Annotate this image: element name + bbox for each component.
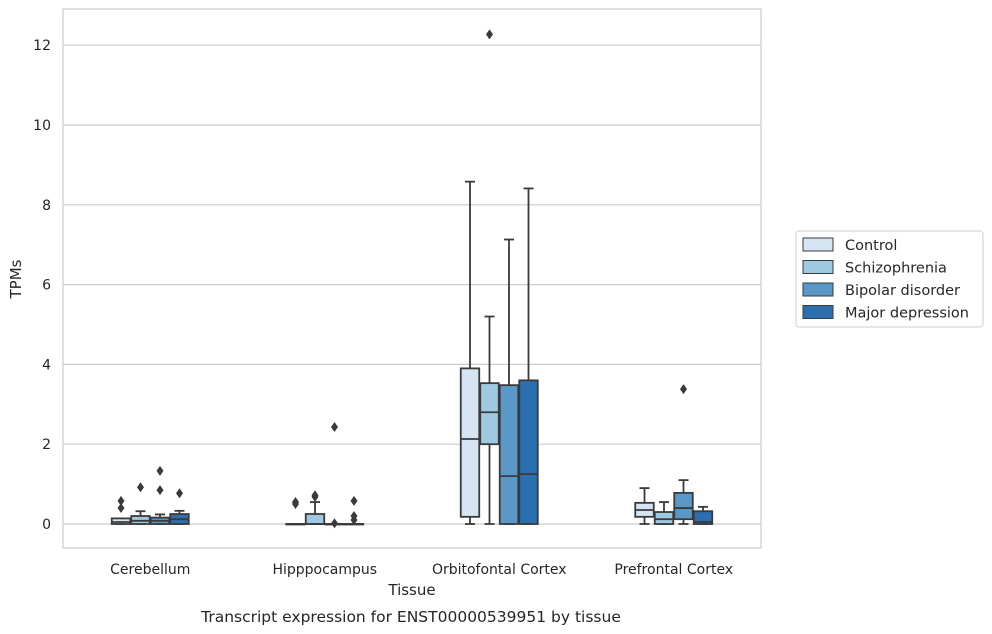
- box-iqr: [479, 382, 500, 446]
- box-iqr: [673, 491, 694, 521]
- box-schizophrenia: [304, 490, 326, 525]
- box-major-depression: [692, 505, 714, 525]
- outlier-point: [176, 488, 183, 499]
- outlier-point: [156, 485, 164, 496]
- y-tick-label: 10: [33, 118, 51, 134]
- x-axis-label: Tissue: [387, 581, 435, 599]
- box-iqr: [498, 384, 520, 525]
- legend: Control Schizophrenia Bipolar disorder Majo…: [795, 230, 984, 328]
- outlier-point: [680, 384, 687, 395]
- outlier-point: [292, 497, 299, 508]
- box-schizophrenia: [653, 501, 675, 525]
- legend-label: Bipolar disorder: [845, 283, 960, 299]
- y-tick-label: 6: [42, 278, 51, 294]
- outlier-point: [156, 465, 164, 476]
- grid-lines: [63, 44, 761, 525]
- chart-caption: Transcript expression for ENST0000053995…: [200, 608, 621, 626]
- y-tick-label: 12: [33, 38, 51, 54]
- outlier-point: [331, 422, 338, 433]
- y-tick-label: 0: [42, 517, 51, 533]
- box-iqr: [653, 511, 675, 525]
- box-bipolar-disorder: [149, 465, 171, 525]
- y-tick-label: 2: [42, 437, 51, 453]
- x-tick-labels: Cerebellum Hipppocampus Orbitofontal Corte…: [110, 562, 733, 578]
- y-tick-label: 8: [42, 198, 51, 214]
- outlier-point: [311, 490, 319, 501]
- box-iqr: [692, 510, 714, 525]
- legend-label: Control: [845, 238, 897, 254]
- box-control: [110, 495, 132, 525]
- y-tick-label: 4: [42, 357, 51, 373]
- legend-swatch: [802, 282, 834, 297]
- legend-swatch: [802, 305, 834, 319]
- box-major-depression: [518, 187, 539, 525]
- outlier-point: [486, 29, 493, 40]
- legend-swatch: [802, 237, 834, 252]
- x-tick-label: Cerebellum: [110, 562, 190, 578]
- outlier-point: [137, 482, 144, 493]
- box-major-depression: [169, 488, 190, 525]
- box-bipolar-disorder: [324, 422, 345, 529]
- outlier-point: [350, 511, 358, 522]
- outlier-point: [350, 495, 358, 506]
- legend-swatch: [802, 260, 834, 274]
- x-tick-label: Orbitofontal Cortex: [432, 562, 567, 578]
- box-bipolar-disorder: [673, 384, 694, 525]
- box-bipolar-disorder: [498, 238, 520, 525]
- box-iqr: [304, 513, 326, 525]
- box-iqr: [459, 367, 481, 518]
- legend-label: Major depression: [845, 306, 969, 322]
- x-tick-label: Prefrontal Cortex: [614, 562, 733, 578]
- y-tick-labels: 0 2 4 6 8 10 12: [33, 38, 51, 533]
- outlier-point: [331, 518, 338, 529]
- box-schizophrenia: [479, 29, 500, 525]
- plot-frame: [62, 8, 762, 549]
- box-series: [110, 29, 714, 529]
- box-control: [634, 487, 655, 525]
- box-control: [459, 180, 481, 525]
- outlier-point: [117, 503, 125, 514]
- outlier-point: [117, 495, 125, 506]
- box-control: [285, 497, 306, 526]
- y-axis-label: TPMs: [7, 259, 25, 299]
- box-iqr: [518, 379, 539, 525]
- legend-label: Schizophrenia: [845, 261, 947, 277]
- legend-frame: [795, 230, 984, 328]
- box-schizophrenia: [130, 482, 151, 525]
- x-tick-label: Hipppocampus: [272, 562, 377, 578]
- box-major-depression: [343, 495, 365, 526]
